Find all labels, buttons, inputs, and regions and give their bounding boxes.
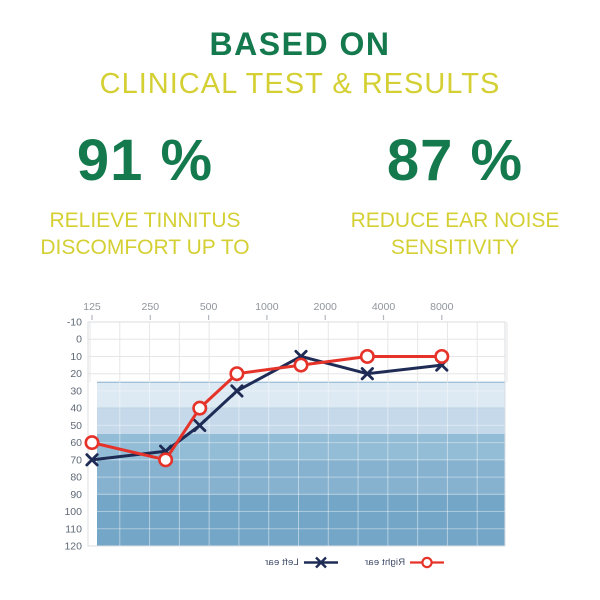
legend-label-left-ear: Left ear bbox=[264, 557, 299, 568]
legend-item-right-ear: Right ear bbox=[365, 556, 445, 569]
svg-text:125: 125 bbox=[83, 301, 101, 313]
stat-relieve-tinnitus: 91 % RELIEVE TINNITUS DISCOMFORT UP TO bbox=[10, 131, 280, 261]
svg-text:70: 70 bbox=[70, 454, 82, 466]
stat-value-87: 87 % bbox=[386, 128, 524, 193]
svg-text:30: 30 bbox=[70, 385, 82, 397]
svg-text:1000: 1000 bbox=[255, 301, 279, 313]
page-subtitle: CLINICAL TEST & RESULTS bbox=[99, 68, 501, 100]
stat-reduce-ear-noise: 87 % REDUCE EAR NOISE SENSITIVITY bbox=[320, 131, 590, 261]
svg-text:10: 10 bbox=[70, 351, 82, 363]
svg-text:8000: 8000 bbox=[430, 301, 454, 313]
page-title: BASED ON bbox=[209, 26, 391, 62]
svg-text:20: 20 bbox=[70, 368, 82, 380]
svg-text:0: 0 bbox=[76, 334, 82, 346]
svg-text:60: 60 bbox=[70, 437, 82, 449]
svg-text:-10: -10 bbox=[67, 317, 82, 329]
svg-text:100: 100 bbox=[64, 506, 82, 518]
legend-label-right-ear: Right ear bbox=[364, 557, 406, 568]
stat-label-line2: DISCOMFORT UP TO bbox=[40, 236, 250, 259]
svg-text:110: 110 bbox=[65, 523, 82, 535]
svg-text:2000: 2000 bbox=[314, 301, 338, 313]
audiogram-svg: 125 250 500 1000 2000 4000 8000 -10 0 10 20 30 40 50 6… bbox=[64, 301, 508, 553]
svg-text:40: 40 bbox=[70, 403, 82, 415]
svg-text:50: 50 bbox=[70, 420, 82, 432]
svg-text:120: 120 bbox=[64, 541, 82, 553]
svg-text:90: 90 bbox=[70, 489, 82, 501]
svg-text:250: 250 bbox=[142, 301, 160, 313]
svg-text:4000: 4000 bbox=[372, 301, 396, 313]
stat-label-line2: SENSITIVITY bbox=[390, 236, 520, 259]
stat-label-reduce: REDUCE EAR NOISE SENSITIVITY bbox=[320, 207, 590, 261]
svg-text:500: 500 bbox=[200, 301, 218, 313]
chart-legend: Right ear Left ear bbox=[205, 556, 505, 569]
left-ear-line-x-icon bbox=[303, 556, 338, 569]
stat-label-relieve: RELIEVE TINNITUS DISCOMFORT UP TO bbox=[10, 207, 280, 261]
stat-label-line1: RELIEVE TINNITUS bbox=[49, 209, 241, 232]
legend-item-left-ear: Left ear bbox=[265, 556, 339, 569]
stat-value-91: 91 % bbox=[76, 128, 214, 193]
audiogram-chart: 125 250 500 1000 2000 4000 8000 -10 0 10 20 30 40 50 6… bbox=[45, 298, 515, 594]
right-ear-line-circle-icon bbox=[410, 556, 445, 569]
stat-label-line1: REDUCE EAR NOISE bbox=[350, 209, 560, 232]
svg-text:80: 80 bbox=[70, 472, 82, 484]
